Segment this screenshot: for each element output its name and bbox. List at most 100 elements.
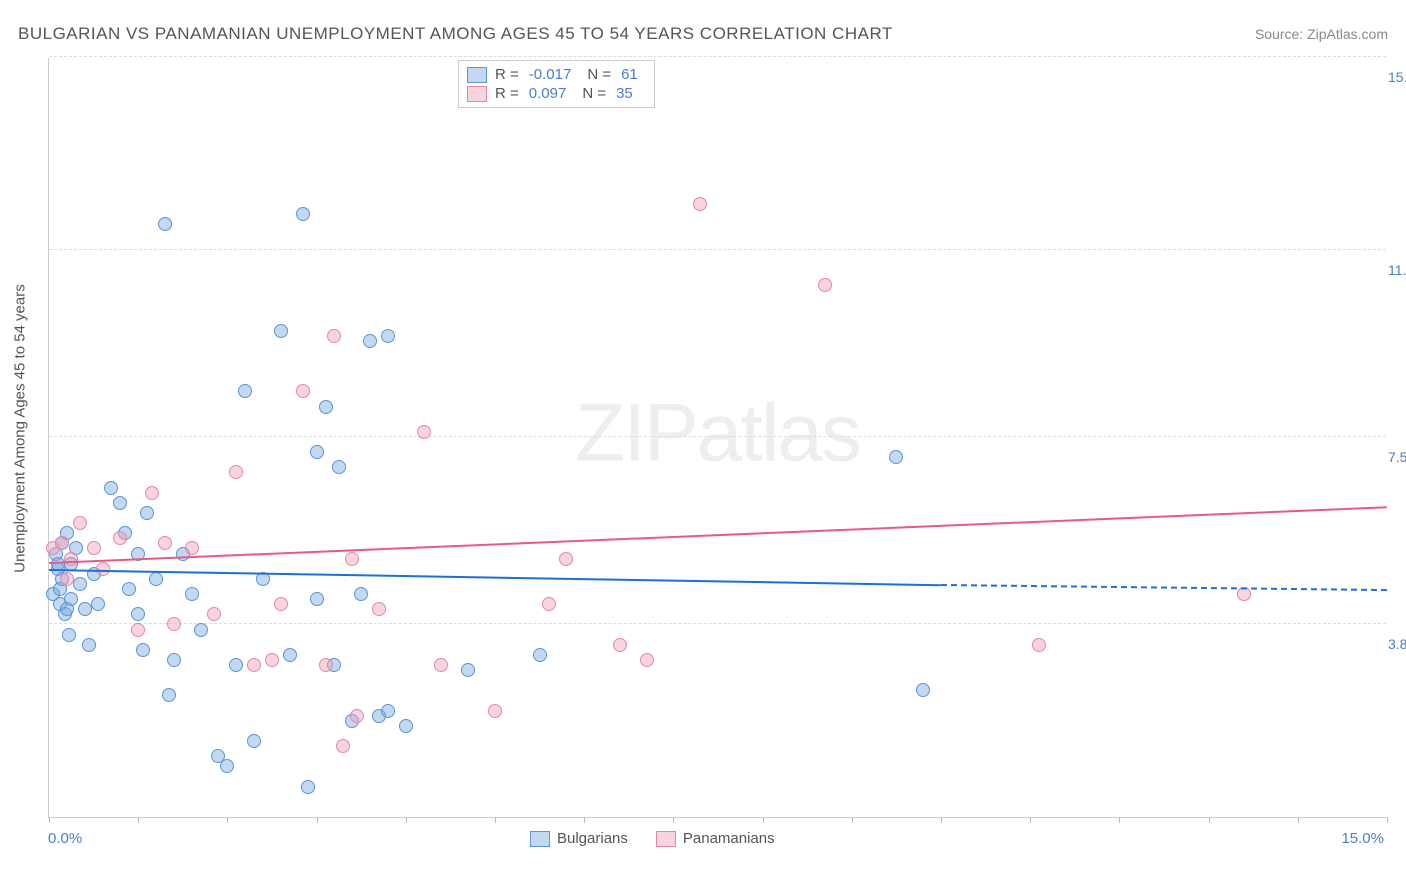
point-bulgarian	[229, 658, 243, 672]
legend-series-item: Bulgarians	[530, 830, 628, 847]
x-tick	[584, 817, 585, 823]
x-tick	[406, 817, 407, 823]
point-panamanian	[113, 531, 127, 545]
x-tick	[1298, 817, 1299, 823]
point-panamanian	[158, 536, 172, 550]
point-panamanian	[185, 541, 199, 555]
watermark: ZIPatlas	[575, 386, 860, 480]
point-panamanian	[1032, 638, 1046, 652]
legend-series-label: Panamanians	[683, 830, 775, 847]
point-bulgarian	[220, 759, 234, 773]
point-panamanian	[60, 572, 74, 586]
point-bulgarian	[238, 384, 252, 398]
point-bulgarian	[916, 683, 930, 697]
x-tick	[49, 817, 50, 823]
point-bulgarian	[283, 648, 297, 662]
point-panamanian	[417, 425, 431, 439]
point-bulgarian	[162, 688, 176, 702]
point-bulgarian	[140, 506, 154, 520]
x-tick	[495, 817, 496, 823]
source-label: Source: ZipAtlas.com	[1255, 26, 1388, 42]
point-panamanian	[372, 602, 386, 616]
plot-area: ZIPatlas 15.0%11.2%7.5%3.8%	[48, 58, 1386, 818]
point-bulgarian	[889, 450, 903, 464]
point-bulgarian	[73, 577, 87, 591]
legend-stats-row: R =0.097N =35	[467, 84, 646, 103]
trend-line-panamanian	[49, 506, 1387, 564]
point-bulgarian	[91, 597, 105, 611]
point-panamanian	[640, 653, 654, 667]
gridline	[49, 249, 1386, 250]
x-tick	[1387, 817, 1388, 823]
trend-line-bulgarian	[49, 569, 941, 586]
legend-swatch	[467, 86, 487, 102]
x-tick	[673, 817, 674, 823]
legend-series: Bulgarians Panamanians	[530, 830, 775, 847]
point-panamanian	[613, 638, 627, 652]
point-bulgarian	[149, 572, 163, 586]
point-panamanian	[229, 465, 243, 479]
point-panamanian	[87, 541, 101, 555]
point-panamanian	[73, 516, 87, 530]
gridline	[49, 56, 1386, 57]
point-panamanian	[131, 623, 145, 637]
point-bulgarian	[185, 587, 199, 601]
chart-title: BULGARIAN VS PANAMANIAN UNEMPLOYMENT AMO…	[18, 24, 893, 44]
x-tick	[1209, 817, 1210, 823]
point-panamanian	[336, 739, 350, 753]
y-tick-label: 15.0%	[1388, 69, 1406, 85]
x-tick	[852, 817, 853, 823]
point-bulgarian	[113, 496, 127, 510]
x-tick	[227, 817, 228, 823]
point-bulgarian	[62, 628, 76, 642]
point-panamanian	[64, 552, 78, 566]
point-panamanian	[96, 562, 110, 576]
point-panamanian	[350, 709, 364, 723]
legend-swatch	[530, 831, 550, 847]
point-bulgarian	[274, 324, 288, 338]
correlation-chart: BULGARIAN VS PANAMANIAN UNEMPLOYMENT AMO…	[0, 0, 1406, 892]
legend-series-label: Bulgarians	[557, 830, 628, 847]
watermark-thin: atlas	[697, 387, 860, 478]
point-bulgarian	[64, 592, 78, 606]
legend-n-label: N =	[582, 85, 606, 102]
legend-r-label: R =	[495, 66, 519, 83]
point-panamanian	[488, 704, 502, 718]
y-axis-label: Unemployment Among Ages 45 to 54 years	[12, 279, 29, 579]
point-bulgarian	[301, 780, 315, 794]
point-bulgarian	[158, 217, 172, 231]
x-tick	[941, 817, 942, 823]
point-panamanian	[327, 329, 341, 343]
x-tick	[1030, 817, 1031, 823]
point-bulgarian	[136, 643, 150, 657]
legend-n-value: 35	[616, 85, 633, 102]
x-tick	[317, 817, 318, 823]
point-bulgarian	[310, 445, 324, 459]
point-bulgarian	[399, 719, 413, 733]
point-bulgarian	[319, 400, 333, 414]
point-bulgarian	[122, 582, 136, 596]
point-bulgarian	[247, 734, 261, 748]
point-panamanian	[319, 658, 333, 672]
x-tick	[138, 817, 139, 823]
x-tick	[763, 817, 764, 823]
point-panamanian	[207, 607, 221, 621]
legend-r-value: 0.097	[529, 85, 567, 102]
point-panamanian	[345, 552, 359, 566]
point-panamanian	[559, 552, 573, 566]
legend-n-value: 61	[621, 66, 638, 83]
legend-n-label: N =	[587, 66, 611, 83]
point-bulgarian	[381, 704, 395, 718]
point-bulgarian	[381, 329, 395, 343]
point-bulgarian	[310, 592, 324, 606]
point-bulgarian	[533, 648, 547, 662]
y-tick-label: 7.5%	[1388, 449, 1406, 465]
trend-line-bulgarian-ext	[941, 584, 1387, 591]
point-panamanian	[542, 597, 556, 611]
x-axis-start-label: 0.0%	[48, 830, 82, 847]
legend-swatch	[467, 67, 487, 83]
point-panamanian	[145, 486, 159, 500]
x-axis-end-label: 15.0%	[1341, 830, 1384, 847]
point-bulgarian	[296, 207, 310, 221]
point-panamanian	[434, 658, 448, 672]
